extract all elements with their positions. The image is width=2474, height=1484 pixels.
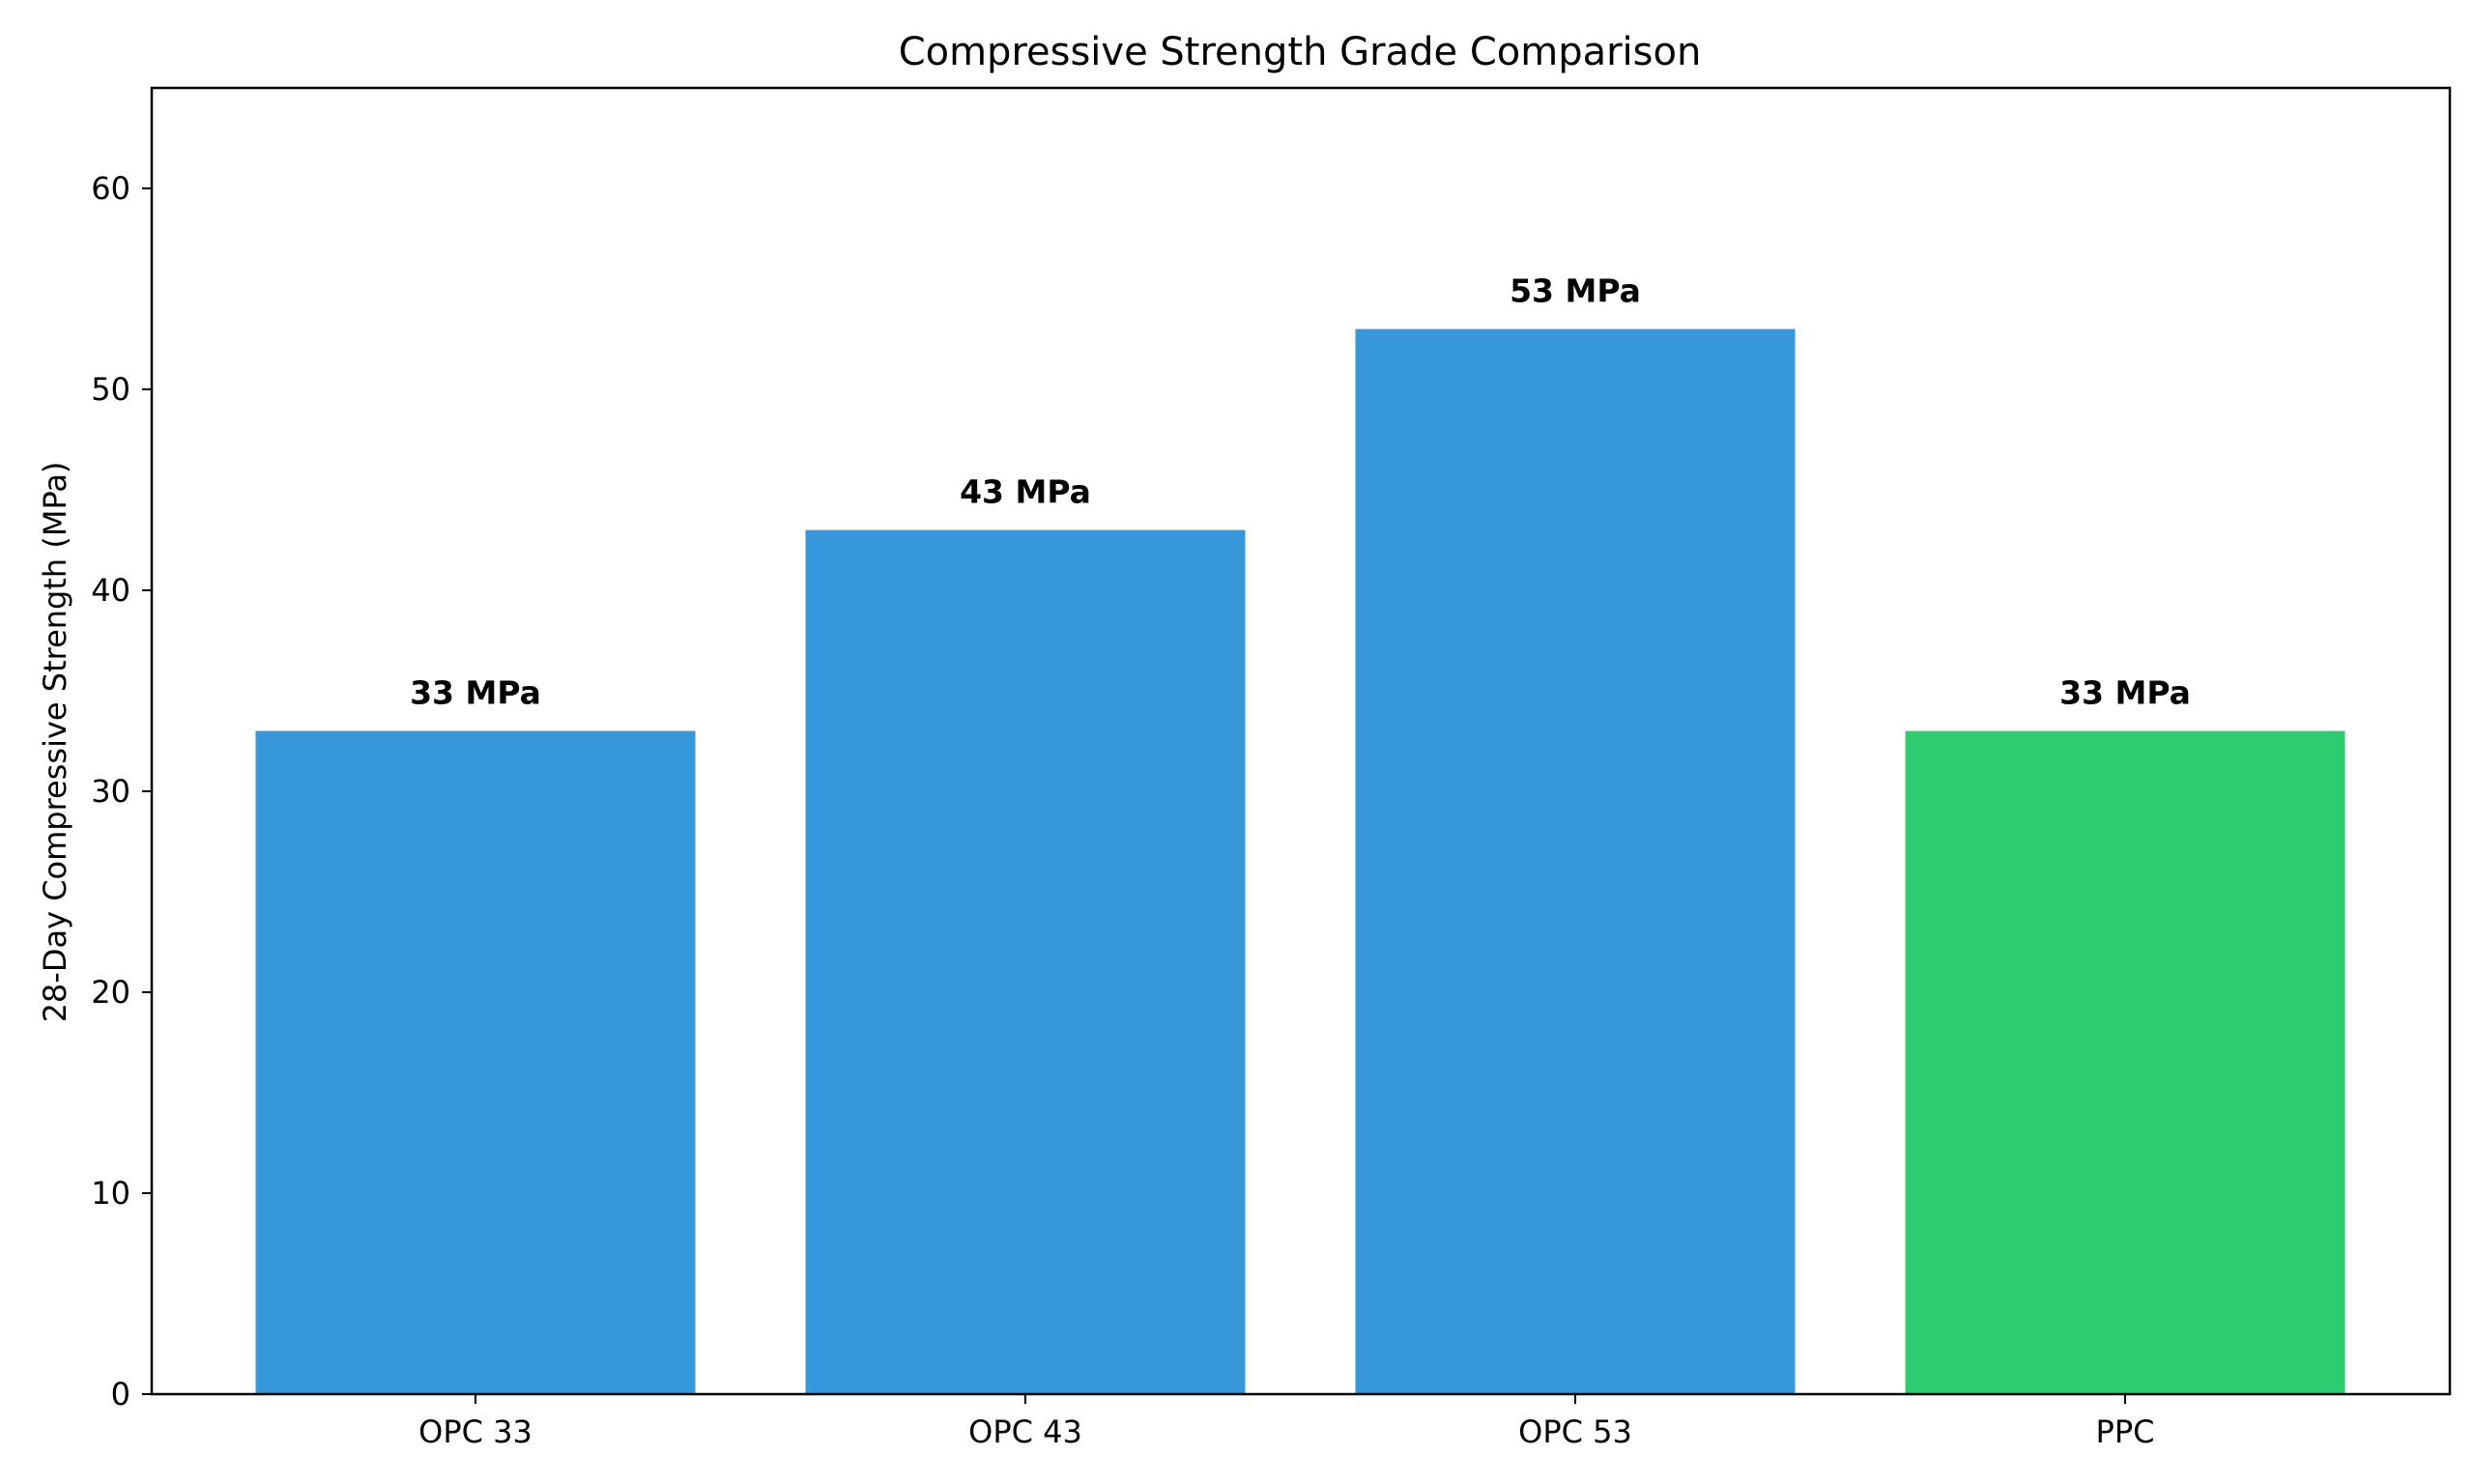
y-tick-label: 40: [91, 572, 130, 609]
chart-title: Compressive Strength Grade Comparison: [899, 30, 1702, 74]
y-tick-label: 10: [91, 1175, 130, 1212]
data-label: 33 MPa: [2059, 674, 2191, 712]
data-label: 33 MPa: [410, 674, 541, 712]
data-labels-layer: 33 MPa 43 MPa 53 MPa 33 MPa: [410, 272, 2191, 712]
bar-ppc: [1905, 730, 2345, 1394]
x-axis: OPC 33 OPC 43 OPC 53 PPC: [418, 1394, 2154, 1450]
x-tick-label: PPC: [2096, 1413, 2155, 1450]
bar-opc-33: [255, 730, 696, 1394]
plot-frame: [150, 86, 2452, 1396]
y-tick-label: 30: [91, 773, 130, 810]
bars-layer: [255, 328, 2345, 1395]
y-tick-label: 20: [91, 974, 130, 1011]
y-tick-label: 50: [91, 371, 130, 408]
x-tick-label: OPC 33: [418, 1413, 532, 1450]
y-tick-label: 60: [91, 170, 130, 207]
bar-opc-53: [1355, 328, 1796, 1395]
y-axis: 0 10 20 30 40 50 60: [91, 170, 152, 1413]
bar-opc-43: [805, 529, 1246, 1394]
data-label: 43 MPa: [960, 473, 1091, 511]
x-tick-label: OPC 43: [968, 1413, 1082, 1450]
y-axis-label: 28-Day Compressive Strength (MPa): [37, 462, 73, 1023]
y-tick-label: 0: [111, 1376, 130, 1413]
x-tick-label: OPC 53: [1518, 1413, 1632, 1450]
data-label: 53 MPa: [1510, 272, 1641, 310]
